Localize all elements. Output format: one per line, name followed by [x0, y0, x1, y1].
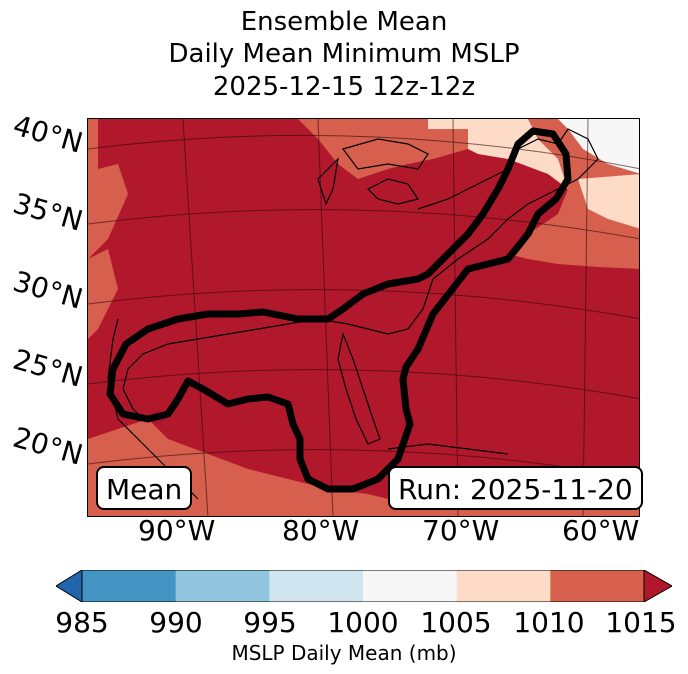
- map-canvas: [88, 119, 639, 516]
- colorbar-tick-985: 985: [55, 606, 109, 639]
- colorbar-extend-low: [56, 570, 83, 602]
- colorbar-tick-1015: 1015: [605, 606, 677, 639]
- colorbar: [56, 570, 672, 602]
- colorbar-segment-4: [456, 570, 551, 602]
- field-1005-1010-north: [298, 119, 468, 179]
- lat-label-25: 25°N: [9, 342, 87, 394]
- colorbar-segment-2: [269, 570, 364, 602]
- lat-label-30: 30°N: [9, 264, 87, 316]
- colorbar-tick-1000: 1000: [327, 606, 399, 639]
- colorbar-segment-5: [550, 570, 645, 602]
- map-panel: [87, 118, 640, 517]
- colorbar-tick-1005: 1005: [420, 606, 492, 639]
- lat-label-40: 40°N: [9, 108, 87, 160]
- lon-label-80w: 80°W: [282, 514, 360, 547]
- title-line-1: Ensemble Mean: [240, 7, 448, 37]
- field-1000-1005-north: [428, 119, 568, 189]
- colorbar-tick-990: 990: [149, 606, 203, 639]
- run-label-box: Run: 2025-11-20: [388, 466, 643, 510]
- colorbar-tick-995: 995: [243, 606, 297, 639]
- mean-label-box: Mean: [96, 466, 193, 510]
- field-995-1000-northeast: [558, 119, 639, 174]
- field-1005-1010-west: [88, 119, 128, 259]
- lon-label-90w: 90°W: [138, 514, 216, 547]
- field-1000-1005-east: [578, 174, 639, 229]
- colorbar-extend-high: [643, 570, 672, 602]
- lat-label-20: 20°N: [9, 420, 87, 472]
- colorbar-segment-3: [363, 570, 458, 602]
- lon-label-60w: 60°W: [562, 514, 640, 547]
- field-1005-1010-west2: [88, 249, 118, 339]
- colorbar-segment-0: [82, 570, 177, 602]
- lon-label-70w: 70°W: [422, 514, 500, 547]
- colorbar-tick-1010: 1010: [513, 606, 585, 639]
- colorbar-label: MSLP Daily Mean (mb): [231, 641, 457, 665]
- field-1005-1010-south: [88, 419, 639, 516]
- colorbar-segment-1: [175, 570, 270, 602]
- lat-label-35: 35°N: [9, 186, 87, 238]
- colorbar-frame: [81, 570, 645, 602]
- contour-line: [106, 127, 572, 493]
- title-line-3: 2025-12-15 12z-12z: [212, 72, 476, 102]
- title-line-2: Daily Mean Minimum MSLP: [168, 39, 520, 69]
